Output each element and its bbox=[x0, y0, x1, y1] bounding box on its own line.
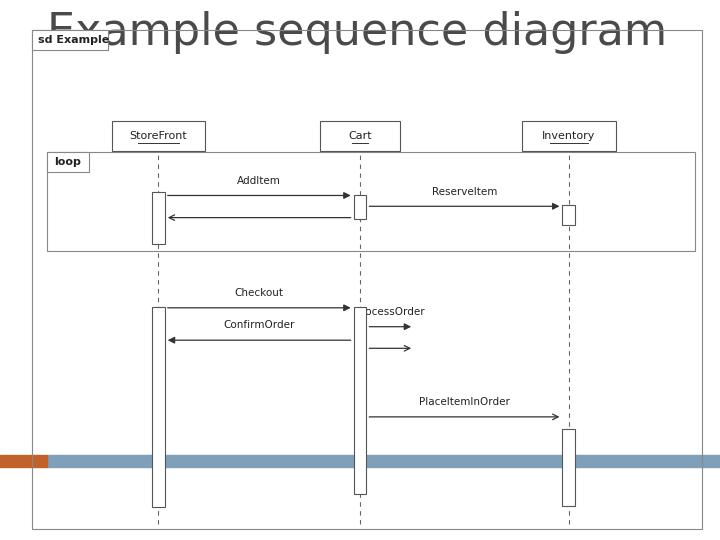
Text: Inventory: Inventory bbox=[542, 131, 595, 141]
Bar bbox=[354, 307, 366, 494]
Bar bbox=[320, 122, 400, 151]
Bar bbox=[47, 455, 720, 467]
Text: PlaceItemInOrder: PlaceItemInOrder bbox=[419, 397, 510, 407]
Text: loop: loop bbox=[54, 157, 81, 167]
Bar bbox=[47, 152, 89, 172]
Text: Example sequence diagram: Example sequence diagram bbox=[47, 11, 667, 54]
Text: AddItem: AddItem bbox=[238, 176, 281, 186]
Bar bbox=[47, 152, 695, 251]
Text: ConfirmOrder: ConfirmOrder bbox=[223, 320, 295, 330]
Text: ReserveItem: ReserveItem bbox=[432, 186, 497, 197]
Bar bbox=[32, 30, 108, 50]
Bar bbox=[152, 307, 165, 507]
Bar bbox=[0, 455, 47, 467]
Text: StoreFront: StoreFront bbox=[130, 131, 187, 141]
Bar bbox=[562, 429, 575, 506]
Bar bbox=[354, 195, 366, 219]
Bar bbox=[152, 192, 165, 244]
Bar bbox=[522, 122, 616, 151]
Text: ProcessOrder: ProcessOrder bbox=[356, 307, 425, 317]
Text: Cart: Cart bbox=[348, 131, 372, 141]
Text: sd Example: sd Example bbox=[38, 35, 109, 45]
Bar bbox=[562, 205, 575, 225]
Bar bbox=[112, 122, 205, 151]
Text: Checkout: Checkout bbox=[235, 288, 284, 298]
